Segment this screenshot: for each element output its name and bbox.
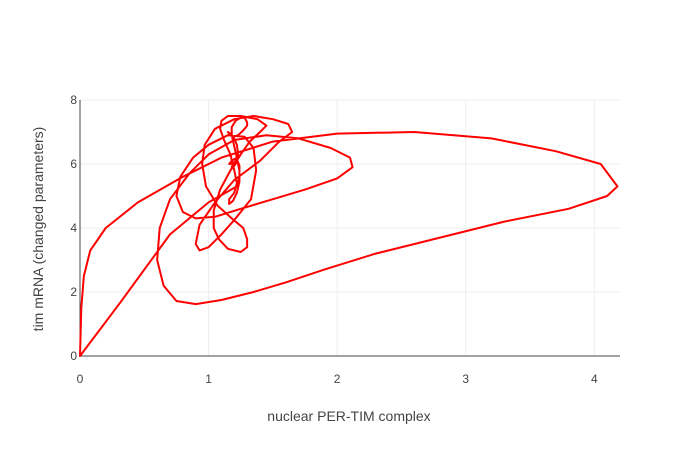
y-tick-label: 4 bbox=[70, 221, 77, 235]
y-axis-title: tim mRNA (changed parameters) bbox=[30, 127, 46, 332]
series-layer bbox=[79, 115, 619, 357]
y-tick-label: 8 bbox=[70, 93, 77, 107]
y-tick-label: 2 bbox=[70, 285, 77, 299]
x-tick-label: 0 bbox=[77, 372, 84, 386]
x-tick-label: 3 bbox=[462, 372, 469, 386]
y-tick-label: 6 bbox=[70, 157, 77, 171]
x-tick-label: 2 bbox=[334, 372, 341, 386]
x-axis-title: nuclear PER-TIM complex bbox=[267, 408, 430, 424]
axis-layer: 0 1 2 3 4 0 2 4 6 8 bbox=[70, 93, 620, 386]
x-tick-label: 1 bbox=[205, 372, 212, 386]
x-tick-label: 4 bbox=[591, 372, 598, 386]
y-tick-label: 0 bbox=[70, 349, 77, 363]
series-line bbox=[79, 115, 619, 357]
grid-layer bbox=[80, 99, 620, 356]
